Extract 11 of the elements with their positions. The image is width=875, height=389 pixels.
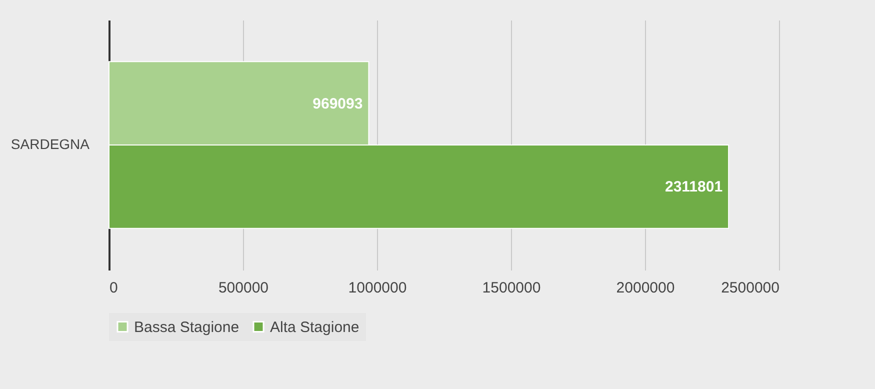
legend-label: Bassa Stagione [134,318,240,336]
x-tick-label: 1500000 [482,280,541,296]
legend-label: Alta Stagione [270,318,360,336]
data-label: 2311801 [664,178,723,196]
x-tick-label: 500000 [218,280,269,296]
x-tick-label: 0 [110,280,118,296]
x-tick-label: 2000000 [616,280,675,296]
x-tick-label: 1000000 [348,280,407,296]
y-tick-label: SARDEGNA [10,136,90,152]
x-tick-label: 2500000 [721,280,780,296]
data-label: 969093 [312,95,363,112]
